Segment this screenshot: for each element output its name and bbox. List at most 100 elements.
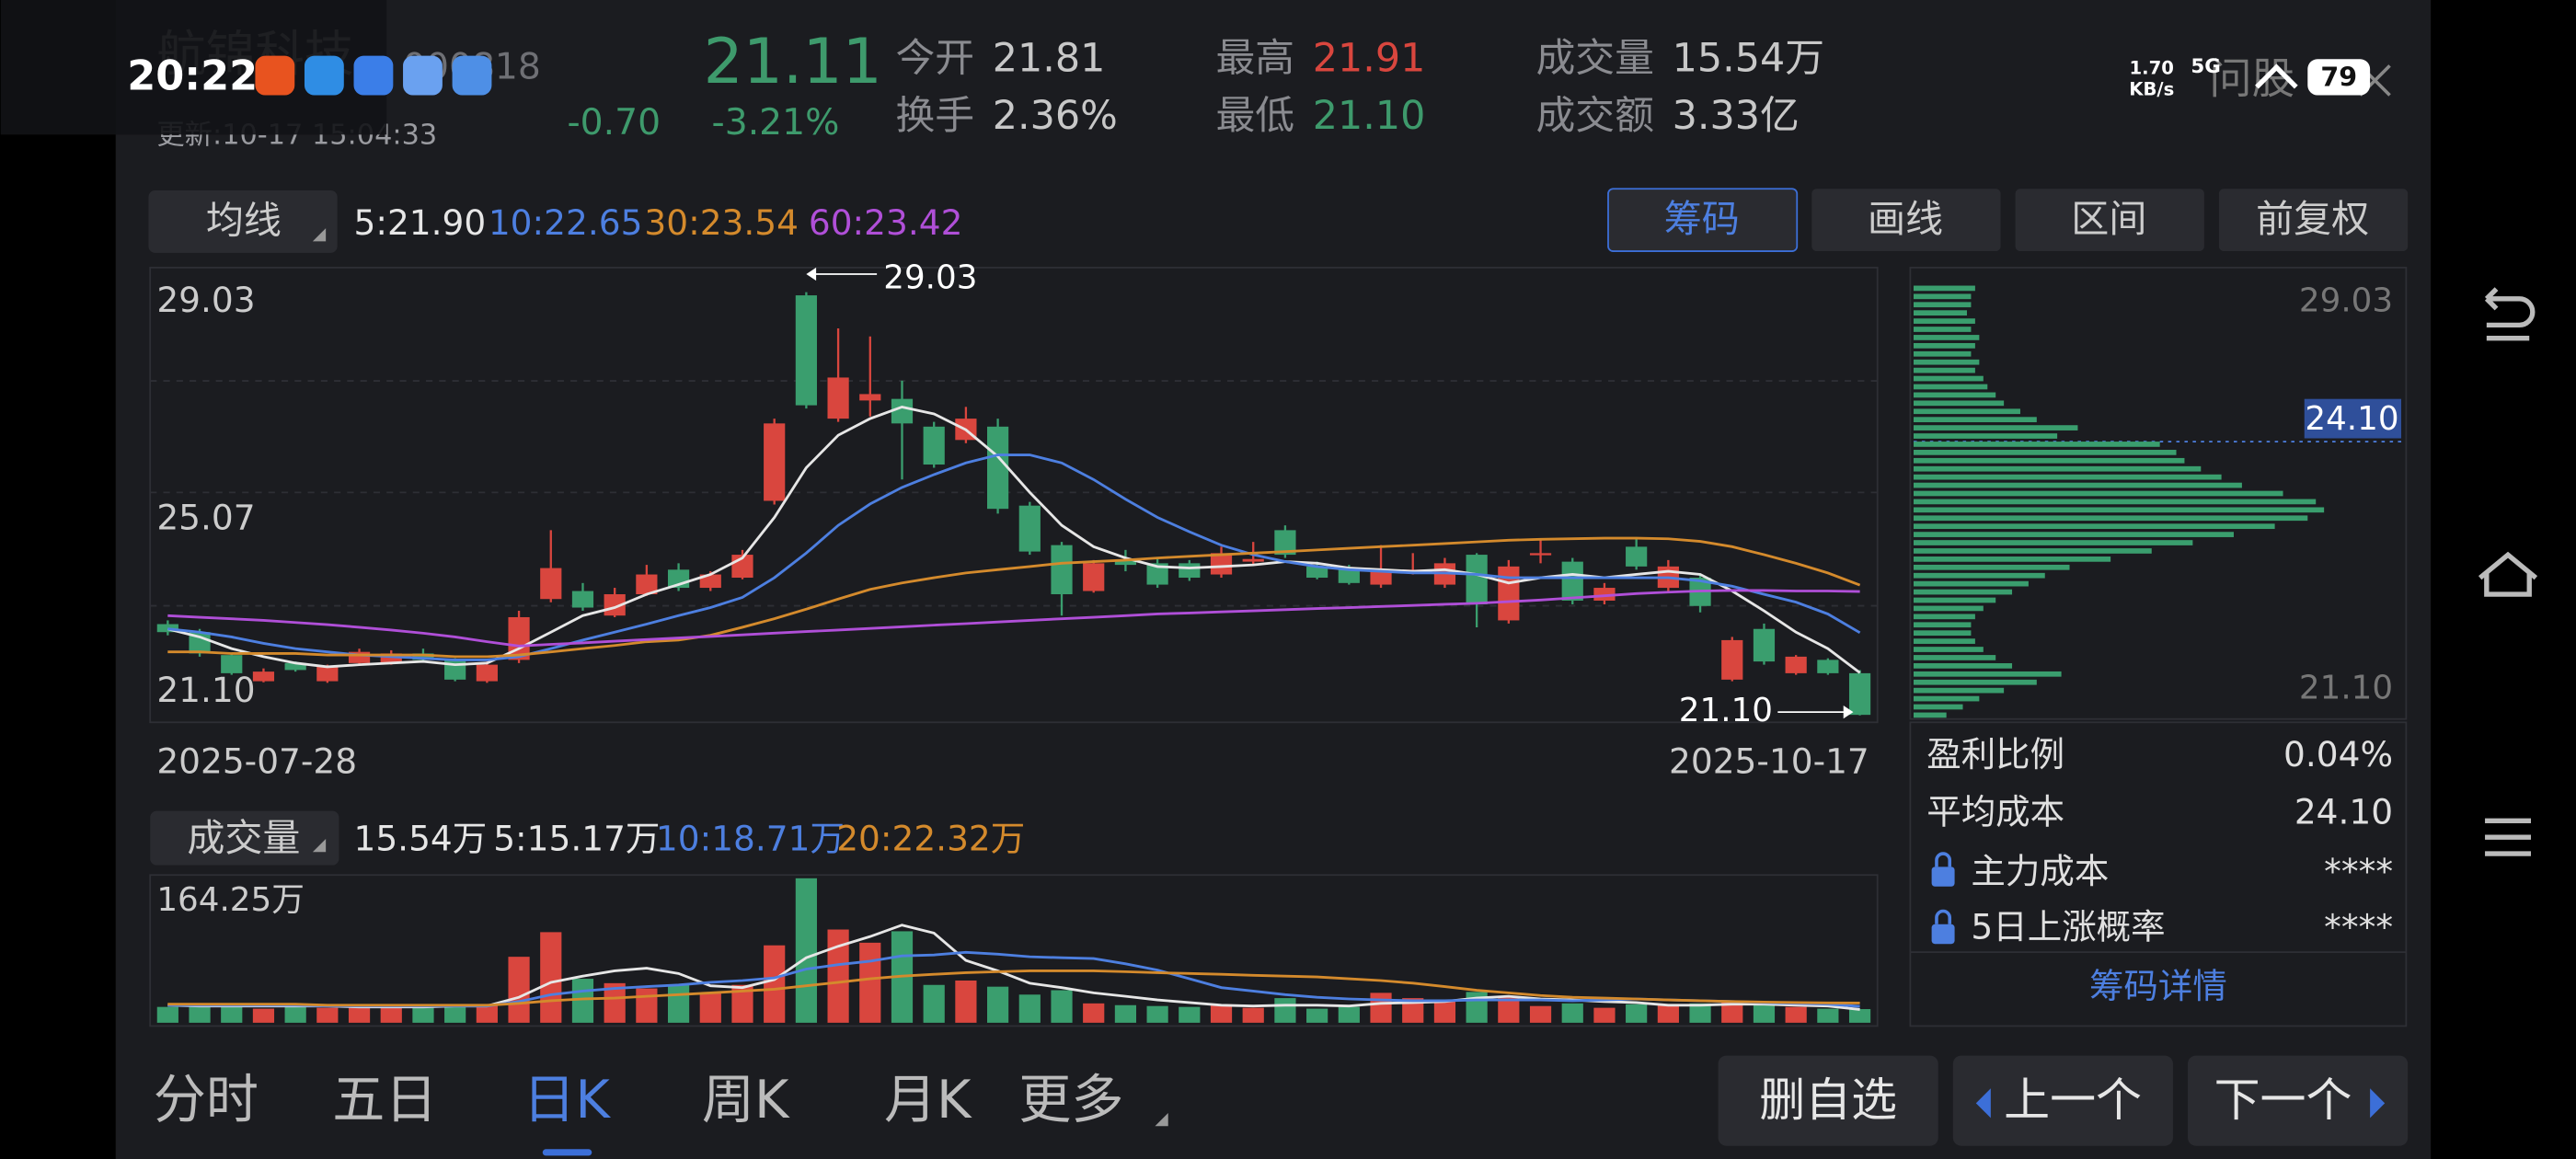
legend-entry: 60:23.42 bbox=[809, 202, 963, 243]
chip-bar bbox=[1913, 564, 2070, 570]
volume-bar bbox=[699, 993, 721, 1023]
stat-label: 最高 bbox=[1215, 36, 1294, 82]
x-tick-label: 2025-07-28 bbox=[156, 740, 357, 781]
volume-bar bbox=[1785, 1006, 1807, 1023]
period-tab[interactable]: 分时 bbox=[154, 1070, 259, 1130]
candle-body bbox=[1114, 559, 1137, 566]
ma-button[interactable]: 均线 bbox=[206, 199, 282, 243]
chip-bar bbox=[1913, 359, 1980, 365]
volume-bar bbox=[221, 1004, 243, 1023]
chip-stat-label: 主力成本 bbox=[1971, 851, 2109, 891]
volume-bar bbox=[412, 1007, 434, 1023]
stat-label: 换手 bbox=[895, 93, 974, 139]
volume-bar bbox=[1051, 990, 1073, 1023]
tab-bg[interactable] bbox=[2015, 189, 2204, 252]
chip-bar bbox=[1913, 572, 2045, 579]
candle-body bbox=[508, 616, 530, 660]
chip-bar bbox=[1913, 285, 1975, 292]
chip-bar bbox=[1913, 457, 2185, 464]
chip-bar bbox=[1913, 597, 1996, 603]
tab-bg[interactable] bbox=[1607, 188, 1799, 252]
chip-bar bbox=[1913, 532, 2234, 537]
chip-bar bbox=[1913, 293, 1972, 300]
volume-button-bg[interactable] bbox=[150, 810, 339, 866]
candle-body bbox=[156, 624, 178, 633]
stat-value: 2.36% bbox=[993, 93, 1118, 139]
volume-button[interactable]: 成交量 bbox=[187, 816, 300, 860]
chip-stat-value: **** bbox=[2324, 851, 2393, 891]
x-tick-label: 2025-10-17 bbox=[1669, 740, 1869, 781]
chip-bar bbox=[1913, 614, 1975, 620]
tab[interactable]: 筹码 bbox=[1664, 197, 1740, 241]
ask-button[interactable]: 问股 bbox=[2209, 54, 2294, 104]
candle-body bbox=[1721, 639, 1743, 680]
volume-bar bbox=[189, 1003, 211, 1023]
candle-body bbox=[1561, 561, 1583, 601]
chip-bar bbox=[1913, 375, 1984, 382]
net-speed: 1.70 bbox=[2130, 57, 2174, 78]
chip-detail-link[interactable]: 筹码详情 bbox=[2089, 966, 2227, 1006]
button-bg[interactable] bbox=[1952, 1055, 2173, 1146]
tab-bg[interactable] bbox=[1811, 189, 2001, 252]
action-button[interactable]: 上一个 bbox=[2004, 1073, 2142, 1127]
back-icon[interactable] bbox=[2484, 287, 2536, 341]
volume-bar bbox=[348, 1004, 371, 1023]
period-tab[interactable]: 五日 bbox=[332, 1070, 437, 1130]
dropdown-icon bbox=[312, 838, 327, 853]
chip-bar bbox=[1913, 408, 2020, 415]
legend-entry: 20:22.32万 bbox=[836, 818, 1025, 858]
period-tab[interactable]: 日K bbox=[523, 1070, 611, 1130]
volume-frame bbox=[149, 874, 1879, 1027]
tab[interactable]: 前复权 bbox=[2256, 197, 2369, 241]
volume-bar bbox=[444, 1005, 466, 1023]
volume-bar bbox=[1083, 1003, 1105, 1023]
chip-label: 21.10 bbox=[2299, 670, 2393, 707]
volume-bar bbox=[1498, 996, 1520, 1023]
volume-bar bbox=[604, 982, 626, 1023]
action-button[interactable]: 下一个 bbox=[2214, 1073, 2352, 1127]
tab[interactable]: 区间 bbox=[2071, 197, 2146, 241]
candle-body bbox=[795, 295, 817, 406]
stat-value: 21.81 bbox=[993, 36, 1106, 82]
volume-bar bbox=[571, 979, 594, 1023]
chip-bar bbox=[1913, 392, 1996, 398]
candle-body bbox=[987, 426, 1009, 510]
volume-bar bbox=[923, 984, 945, 1023]
tab[interactable]: 画线 bbox=[1868, 197, 1943, 241]
chip-bar bbox=[1913, 335, 1980, 340]
tab-bg[interactable] bbox=[2218, 189, 2409, 252]
stat-value: 15.54万 bbox=[1673, 36, 1824, 82]
candle-body bbox=[189, 632, 211, 654]
tab-underline bbox=[542, 1149, 592, 1156]
home-icon[interactable] bbox=[2478, 551, 2538, 597]
candle-body bbox=[1466, 555, 1488, 605]
stat-label: 今开 bbox=[895, 36, 974, 82]
button-bg[interactable] bbox=[1718, 1055, 1938, 1146]
price: 21.11 bbox=[704, 25, 882, 98]
action-button[interactable]: 删自选 bbox=[1759, 1073, 1897, 1127]
status-time: 20:22 bbox=[127, 52, 258, 100]
chip-bar bbox=[1913, 695, 1980, 702]
chip-bar bbox=[1913, 663, 2013, 669]
chip-stat-value: 24.10 bbox=[2294, 792, 2393, 832]
candle-body bbox=[252, 671, 275, 682]
content: 航锦科技00081821.11-0.70-3.21%更新:10-17 15:04… bbox=[154, 25, 2409, 1130]
chip-bar bbox=[1913, 523, 2275, 530]
menu-icon[interactable] bbox=[2485, 818, 2532, 856]
candle-body bbox=[221, 655, 243, 673]
chip-bar bbox=[1913, 671, 2062, 677]
period-tab[interactable]: 更多 bbox=[1018, 1070, 1123, 1130]
chip-bar bbox=[1913, 548, 2152, 554]
chip-bar bbox=[1913, 580, 2029, 587]
chip-bar bbox=[1913, 417, 2037, 423]
period-tab[interactable]: 周K bbox=[702, 1070, 790, 1130]
candle-body bbox=[1817, 660, 1839, 673]
volume-bar bbox=[1753, 1004, 1776, 1023]
annotation: 21.10 bbox=[1679, 692, 1773, 729]
chip-bar bbox=[1913, 384, 1988, 390]
period-tab[interactable]: 月K bbox=[884, 1070, 972, 1130]
ma-button-bg[interactable] bbox=[148, 190, 338, 253]
chip-bar bbox=[1913, 679, 2037, 685]
button-bg[interactable] bbox=[2188, 1055, 2409, 1146]
chip-bar bbox=[1913, 647, 1984, 652]
